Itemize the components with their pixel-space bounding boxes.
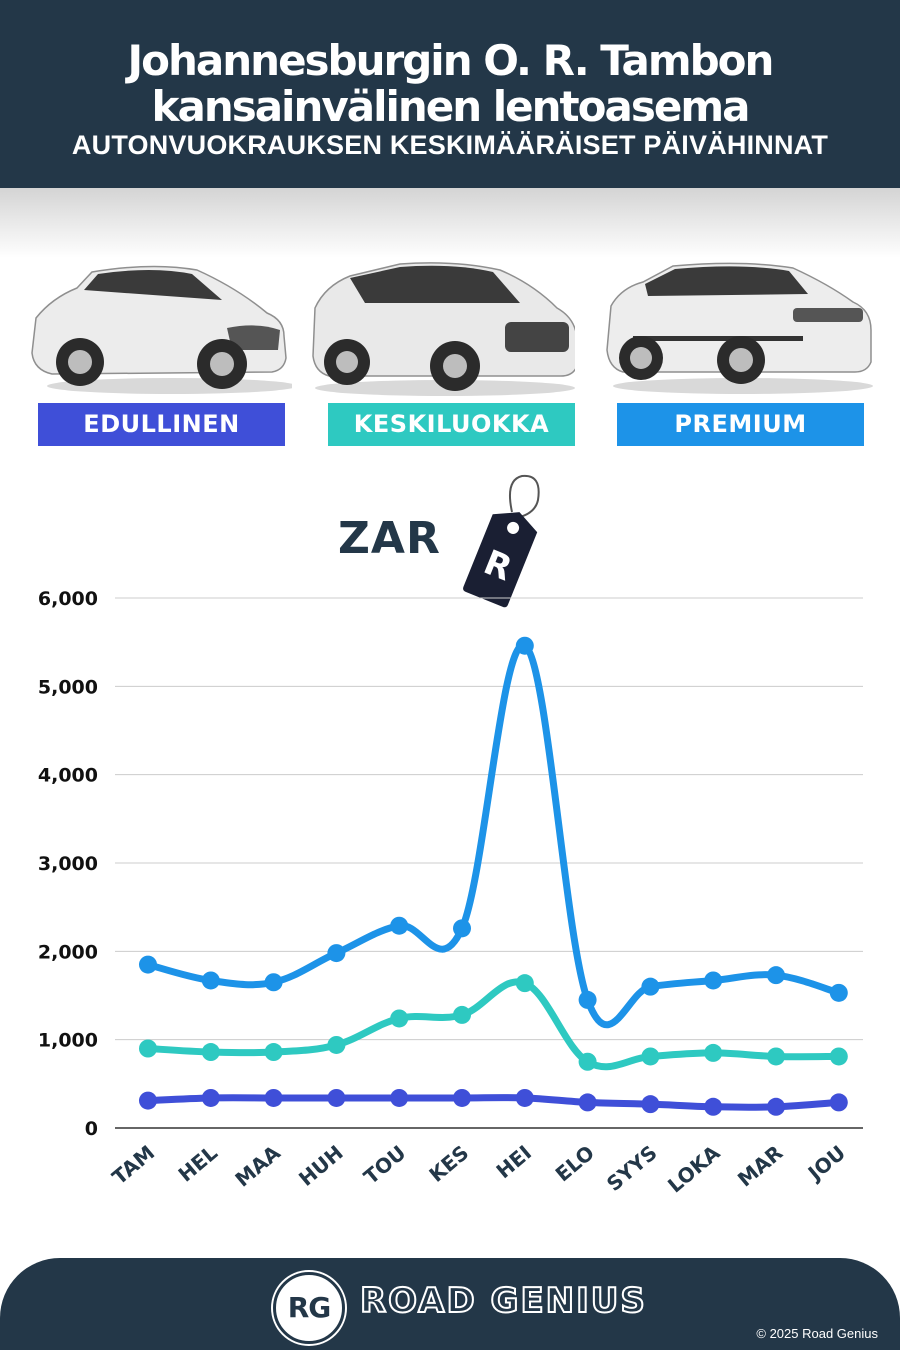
x-tick-label: MAA: [230, 1140, 285, 1191]
data-point-premium: [390, 916, 409, 935]
data-point-premium: [767, 966, 785, 985]
luxury-suv-car-icon: [606, 262, 873, 394]
data-point-keskiluokka: [201, 1043, 220, 1062]
header-banner: Johannesburgin O. R. Tambon kansainvälin…: [0, 0, 900, 188]
series-line-edullinen: [144, 1094, 843, 1111]
data-point-edullinen: [264, 1088, 283, 1107]
x-tick-label: TOU: [359, 1140, 410, 1189]
badge-edullinen: EDULLINEN: [38, 403, 285, 446]
x-tick-label: LOKA: [663, 1140, 725, 1197]
y-tick-label: 2,000: [38, 941, 98, 963]
y-tick-label: 4,000: [38, 765, 98, 787]
currency-label: ZAR: [338, 513, 441, 564]
data-point-edullinen: [201, 1088, 220, 1107]
data-point-premium: [641, 977, 660, 996]
title-line-1: Johannesburgin O. R. Tambon: [127, 36, 775, 85]
data-point-edullinen: [578, 1093, 597, 1112]
data-point-keskiluokka: [327, 1035, 346, 1054]
data-point-premium: [829, 983, 848, 1002]
y-tick-label: 1,000: [38, 1030, 98, 1052]
suv-car-icon: [312, 262, 575, 396]
data-point-keskiluokka: [578, 1052, 597, 1071]
data-point-premium: [201, 971, 220, 990]
data-point-keskiluokka: [264, 1043, 283, 1062]
subtitle: AUTONVUOKRAUKSEN KESKIMÄÄRÄISET PÄIVÄHIN…: [71, 130, 829, 160]
badge-premium: PREMIUM: [617, 403, 864, 446]
data-point-keskiluokka: [515, 974, 534, 993]
x-tick-label: HEL: [174, 1140, 223, 1186]
title-line-2: kansainvälinen lentoasema: [151, 82, 751, 131]
x-tick-label: JOU: [802, 1140, 850, 1186]
data-point-edullinen: [767, 1097, 785, 1116]
data-point-keskiluokka: [390, 1009, 409, 1028]
rg-logo-icon: RG: [273, 1272, 345, 1344]
header-shadow: [0, 188, 900, 258]
footer-banner: [0, 1258, 900, 1350]
data-point-premium: [139, 955, 157, 974]
data-point-edullinen: [704, 1097, 723, 1116]
x-tick-label: KES: [424, 1140, 473, 1186]
data-point-premium: [264, 973, 283, 992]
data-point-edullinen: [453, 1088, 471, 1107]
data-point-edullinen: [390, 1088, 409, 1107]
data-point-premium: [578, 990, 597, 1009]
data-point-premium: [515, 636, 534, 655]
data-point-edullinen: [139, 1091, 157, 1110]
data-point-keskiluokka: [453, 1005, 471, 1024]
y-tick-label: 5,000: [38, 676, 98, 698]
brand-name: ROAD GENIUS: [359, 1280, 647, 1322]
x-tick-label: TAM: [107, 1140, 159, 1189]
data-point-premium: [327, 944, 346, 963]
hatchback-car-icon: [31, 265, 292, 394]
series-line-keskiluokka: [144, 978, 843, 1071]
y-tick-label: 6,000: [38, 588, 98, 610]
data-point-premium: [704, 971, 723, 990]
series-line-premium: [144, 642, 843, 1029]
data-point-premium: [453, 919, 471, 938]
copyright: © 2025 Road Genius: [756, 1326, 878, 1341]
data-point-keskiluokka: [641, 1047, 660, 1066]
x-tick-label: MAR: [733, 1140, 787, 1191]
data-point-edullinen: [327, 1088, 346, 1107]
data-point-keskiluokka: [767, 1047, 785, 1066]
data-point-edullinen: [829, 1093, 848, 1112]
data-point-edullinen: [641, 1095, 660, 1114]
x-tick-label: SYYS: [602, 1140, 662, 1196]
x-tick-label: HEI: [492, 1140, 536, 1183]
x-tick-label: HUH: [294, 1140, 348, 1190]
y-tick-label: 0: [85, 1118, 98, 1140]
badge-keskiluokka: KESKILUOKKA: [328, 403, 575, 446]
data-point-keskiluokka: [829, 1047, 848, 1066]
y-tick-label: 3,000: [38, 853, 98, 875]
price-tag-icon: R: [463, 474, 540, 608]
data-point-keskiluokka: [704, 1043, 723, 1062]
data-point-keskiluokka: [139, 1039, 157, 1058]
data-point-edullinen: [515, 1088, 534, 1107]
x-tick-label: ELO: [551, 1140, 599, 1186]
